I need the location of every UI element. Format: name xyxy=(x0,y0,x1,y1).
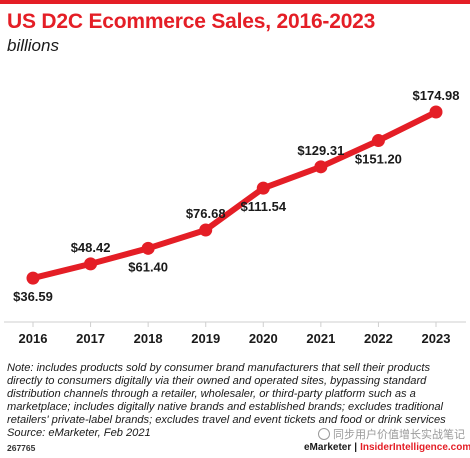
brand-separator: | xyxy=(354,442,358,453)
brand-insider-link[interactable]: InsiderIntelligence.com xyxy=(360,442,470,453)
brand-emarketer[interactable]: eMarketer xyxy=(304,442,352,453)
chart-title: US D2C Ecommerce Sales, 2016-2023 xyxy=(7,10,376,33)
series-line xyxy=(30,109,439,282)
source-text: Source: eMarketer, Feb 2021 xyxy=(7,427,151,440)
data-point xyxy=(314,160,328,174)
data-label: $36.59 xyxy=(13,289,53,304)
chart-note: Note: includes products sold by consumer… xyxy=(7,362,465,441)
x-tick-label: 2020 xyxy=(249,331,278,346)
x-tick-label: 2016 xyxy=(19,331,48,346)
wechat-icon xyxy=(318,428,330,440)
data-label: $61.40 xyxy=(128,259,168,274)
data-label: $129.31 xyxy=(297,143,344,158)
data-point xyxy=(256,181,270,195)
note-text: Note: includes products sold by consumer… xyxy=(7,362,446,427)
footer-brand: eMarketer | InsiderIntelligence.com xyxy=(304,442,470,453)
top-accent-bar xyxy=(0,0,470,4)
watermark-text: 同步用户价值增长实战笔记 xyxy=(333,429,465,441)
data-label: $111.54 xyxy=(241,199,287,214)
data-point xyxy=(371,134,385,148)
data-label: $76.68 xyxy=(186,206,226,221)
watermark: 同步用户价值增长实战笔记 xyxy=(318,426,465,442)
chart-id: 267765 xyxy=(7,443,36,453)
data-label: $151.20 xyxy=(355,152,402,167)
line-chart: 2016 2017 2018 2019 2020 2021 2022 2023 $36.59 $4… xyxy=(4,88,466,346)
chart-subtitle: billions xyxy=(7,36,59,55)
data-label: $48.42 xyxy=(71,240,111,255)
x-tick-label: 2018 xyxy=(134,331,163,346)
data-point xyxy=(141,241,155,255)
x-tick-label: 2017 xyxy=(76,331,105,346)
plot-area: 2016 2017 2018 2019 2020 2021 2022 2023 $36.59 $4… xyxy=(4,88,466,346)
x-tick-label: 2023 xyxy=(422,331,451,346)
x-tick-label: 2019 xyxy=(191,331,220,346)
x-tick-label: 2021 xyxy=(306,331,335,346)
data-point xyxy=(84,257,98,271)
x-tick-label: 2022 xyxy=(364,331,393,346)
data-point xyxy=(429,105,443,119)
data-label: $174.98 xyxy=(413,88,460,103)
data-point xyxy=(199,223,213,237)
data-point xyxy=(26,271,40,285)
